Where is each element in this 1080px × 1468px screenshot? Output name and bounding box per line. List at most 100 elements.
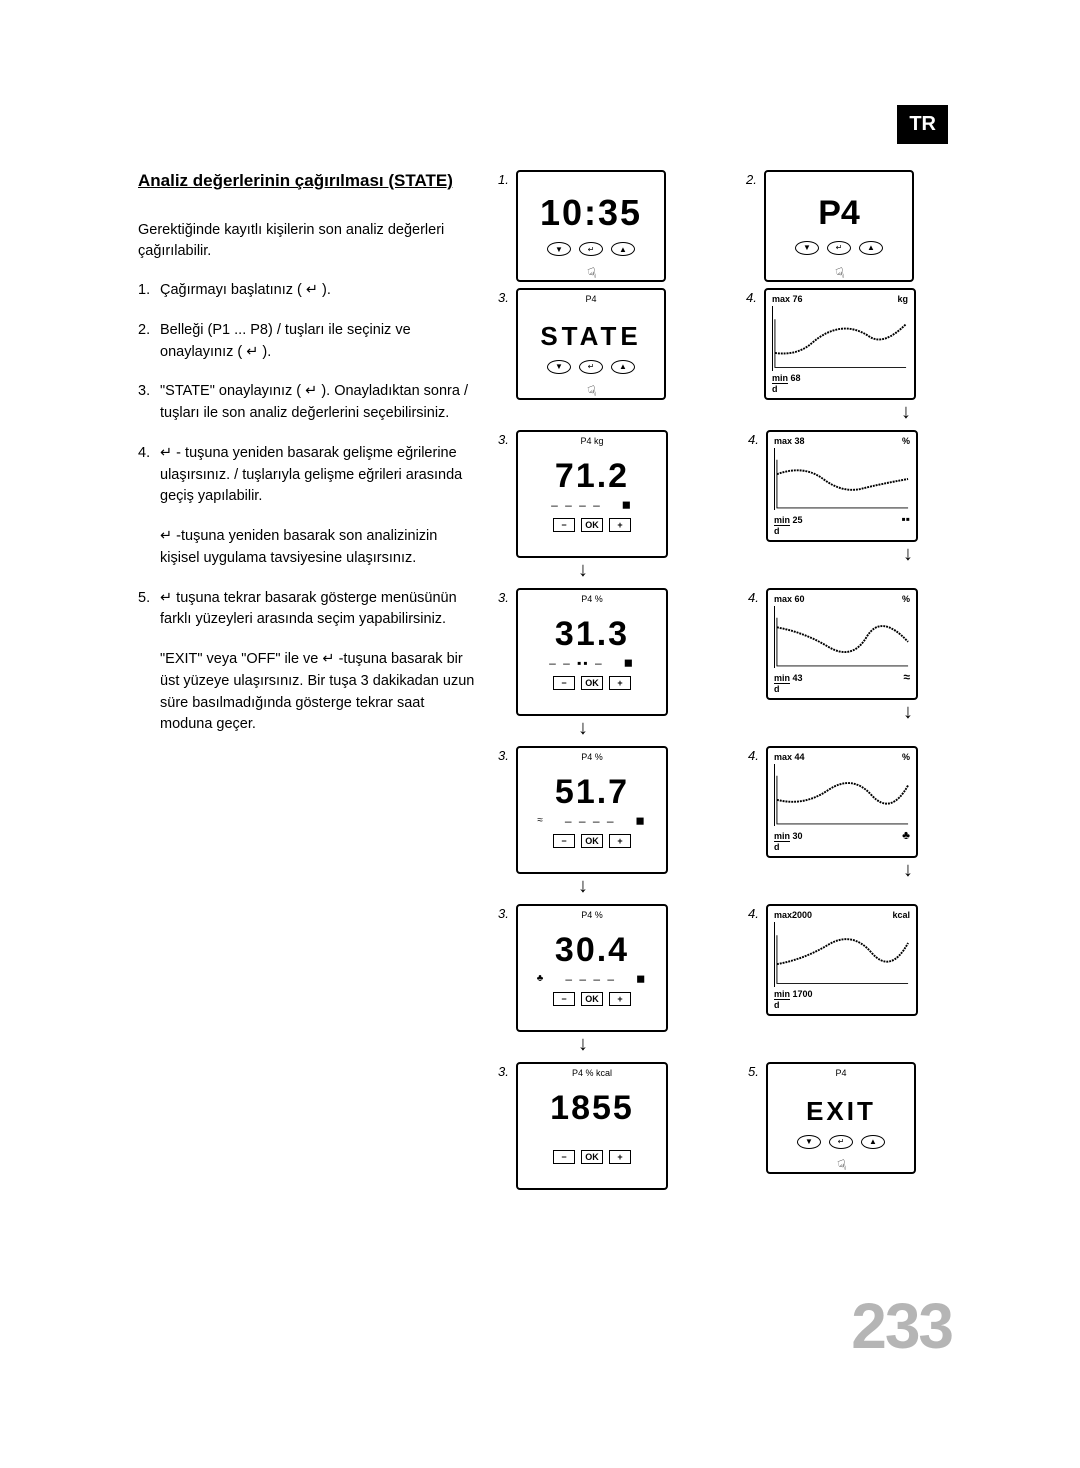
max-label: max — [772, 294, 790, 304]
screen-weight: P4 kg 71.2 – – – –◼ − OK + — [516, 430, 668, 558]
trend-curve — [773, 306, 908, 371]
screen-diagrams: 1. 10:35 ▼ ↵ ▲ ☟ 2. P4 ▼ ↵ ▲ ☟ — [498, 170, 953, 1196]
diagram-step-label: 3. — [498, 1064, 512, 1079]
d-label: d — [774, 526, 910, 536]
minus-button[interactable]: − — [553, 834, 575, 848]
screen-exit: P4 EXIT ▼ ↵ ▲ ☟ — [766, 1062, 916, 1174]
min-value: 68 — [791, 373, 801, 383]
ok-button[interactable]: OK — [581, 834, 603, 848]
down-button[interactable]: ▼ — [795, 241, 819, 255]
up-button[interactable]: ▲ — [859, 241, 883, 255]
min-value: 25 — [793, 515, 803, 525]
down-button[interactable]: ▼ — [547, 360, 571, 374]
intro-paragraph: Gerektiğinde kayıtlı kişilerin son anali… — [138, 220, 478, 262]
screen-water: P4 % 51.7 ≈– – – –◼ − OK + — [516, 746, 668, 874]
ok-button[interactable]: OK — [581, 1150, 603, 1164]
screen-state: P4 STATE ▼ ↵ ▲ ☟ — [516, 288, 666, 400]
p4-value: P4 — [818, 194, 860, 233]
min-label: min — [772, 373, 788, 384]
trend-indicator: ≈– – – –◼ — [537, 814, 646, 828]
plus-button[interactable]: + — [609, 1150, 631, 1164]
max-label: max — [774, 910, 792, 920]
top-label: P4 kg — [580, 436, 603, 446]
down-arrow-icon: ↓ — [903, 860, 913, 880]
unit-label: % — [902, 752, 910, 762]
step-number: 3. — [138, 381, 160, 425]
step-3: 3. "STATE" onaylayınız ( ↵ ). Onayladıkt… — [138, 381, 478, 425]
hand-icon: ☟ — [586, 264, 599, 283]
trend-curve — [775, 448, 910, 510]
language-badge: TR — [897, 105, 948, 144]
diagram-step-label: 2. — [746, 172, 760, 187]
max-value: 60 — [795, 594, 805, 604]
graph-weight: max 76 kg min 68 — [764, 288, 916, 400]
graph-water: max 60 % min 43 ≈ — [766, 588, 918, 700]
top-label: P4 % — [581, 594, 603, 604]
max-label: max — [774, 594, 792, 604]
diagram-step-label: 4. — [748, 432, 762, 542]
trend-curve — [775, 764, 910, 826]
enter-button[interactable]: ↵ — [579, 360, 603, 374]
ok-button[interactable]: OK — [581, 518, 603, 532]
graph-fat: max 38 % min 25 ▪▪ — [766, 430, 918, 542]
step-number: 5. — [138, 588, 160, 632]
step-text: Çağırmayı başlatınız ( ↵ ). — [160, 280, 478, 302]
trend-indicator — [589, 1130, 594, 1144]
down-button[interactable]: ▼ — [547, 242, 571, 256]
diagram-step-label: 3. — [498, 290, 512, 305]
diagram-step-label: 3. — [498, 590, 512, 716]
step-number: 2. — [138, 320, 160, 364]
plus-button[interactable]: + — [609, 834, 631, 848]
nav-buttons: ▼ ↵ ▲ — [797, 1135, 885, 1149]
ok-button[interactable]: OK — [581, 992, 603, 1006]
top-label: P4 — [835, 1068, 846, 1078]
min-label: min — [774, 673, 790, 684]
down-arrow-icon: ↓ — [903, 544, 913, 564]
min-label: min — [774, 989, 790, 1000]
minus-button[interactable]: − — [553, 676, 575, 690]
down-arrow-icon: ↓ — [903, 702, 913, 722]
screen-time: 10:35 ▼ ↵ ▲ ☟ — [516, 170, 666, 282]
screen-fat: P4 % 31.3 – – ▪▪ –◼ − OK + — [516, 588, 668, 716]
top-label: P4 % kcal — [572, 1068, 612, 1078]
step-number: 4. — [138, 443, 160, 508]
down-arrow-icon: ↓ — [578, 718, 588, 738]
enter-button[interactable]: ↵ — [827, 241, 851, 255]
min-value: 43 — [793, 673, 803, 683]
muscle-value: 30.4 — [555, 931, 629, 970]
enter-button[interactable]: ↵ — [579, 242, 603, 256]
graph-icon: ▪▪ — [901, 512, 910, 526]
max-value: 38 — [795, 436, 805, 446]
max-value: 76 — [793, 294, 803, 304]
trend-indicator: ♣– – – –◼ — [537, 972, 647, 986]
minus-button[interactable]: − — [553, 518, 575, 532]
up-button[interactable]: ▲ — [861, 1135, 885, 1149]
diagram-step-label: 3. — [498, 906, 512, 1032]
unit-label: kg — [897, 294, 908, 304]
plus-button[interactable]: + — [609, 676, 631, 690]
text-content: Analiz değerlerinin çağırılması (STATE) … — [138, 170, 478, 754]
down-button[interactable]: ▼ — [797, 1135, 821, 1149]
water-value: 51.7 — [555, 773, 629, 812]
section-heading: Analiz değerlerinin çağırılması (STATE) — [138, 170, 478, 192]
unit-label: % — [902, 436, 910, 446]
plus-button[interactable]: + — [609, 992, 631, 1006]
max-label: max — [774, 436, 792, 446]
trend-indicator: – – – –◼ — [551, 498, 633, 512]
diagram-step-label: 5. — [748, 1064, 762, 1079]
step-5: 5. ↵ tuşuna tekrar basarak gösterge menü… — [138, 588, 478, 632]
step-4-sub: ↵ -tuşuna yeniden basarak son analiziniz… — [160, 526, 478, 570]
minus-button[interactable]: − — [553, 992, 575, 1006]
up-button[interactable]: ▲ — [611, 242, 635, 256]
fat-value: 31.3 — [555, 615, 629, 654]
plus-button[interactable]: + — [609, 518, 631, 532]
down-arrow-icon: ↓ — [578, 560, 588, 580]
exit-label: EXIT — [806, 1096, 876, 1127]
minus-button[interactable]: − — [553, 1150, 575, 1164]
unit-label: % — [902, 594, 910, 604]
up-button[interactable]: ▲ — [611, 360, 635, 374]
diagram-step-label: 4. — [748, 748, 762, 858]
enter-button[interactable]: ↵ — [829, 1135, 853, 1149]
step-5-sub: "EXIT" veya "OFF" ile ve ↵ -tuşuna basar… — [160, 649, 478, 736]
ok-button[interactable]: OK — [581, 676, 603, 690]
